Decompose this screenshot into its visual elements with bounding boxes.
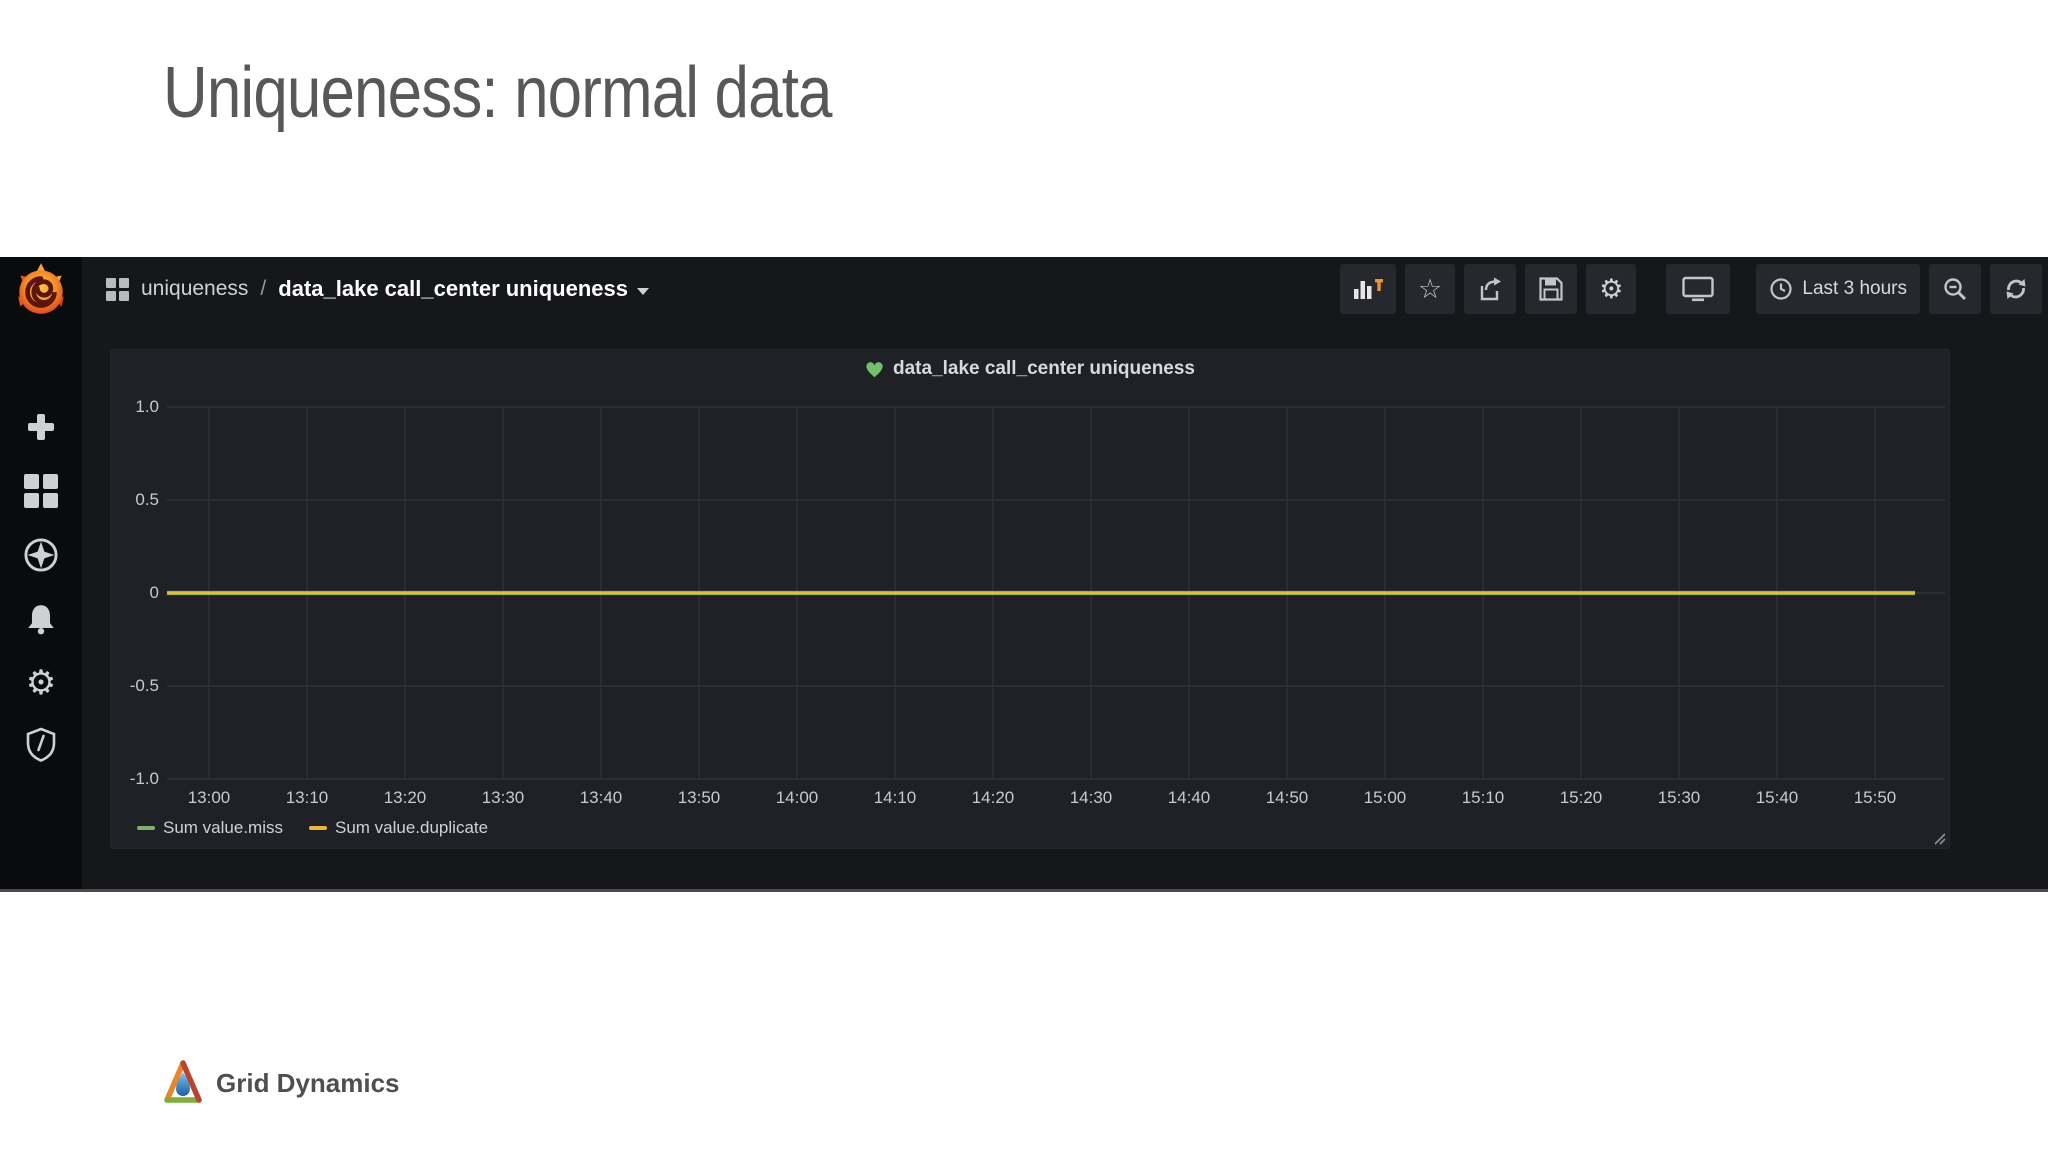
- y-tick-label: 0: [149, 583, 159, 602]
- x-tick-label: 14:20: [971, 788, 1015, 807]
- chevron-down-icon: [637, 287, 649, 295]
- grafana-dashboard: ⚙ uniqueness / data_lake call_center uni…: [0, 257, 2048, 892]
- breadcrumb-separator: /: [260, 277, 267, 300]
- zoom-out-button[interactable]: [1929, 264, 1981, 314]
- top-nav: uniqueness / data_lake call_center uniqu…: [82, 257, 2048, 321]
- slide-title: Uniqueness: normal data: [163, 53, 832, 133]
- dashboard-settings-button[interactable]: ⚙: [1586, 264, 1637, 314]
- add-panel-icon: [1353, 279, 1383, 299]
- legend: Sum value.miss Sum value.duplicate: [137, 818, 488, 838]
- x-tick-label: 15:30: [1657, 788, 1701, 807]
- time-range-picker[interactable]: Last 3 hours: [1756, 264, 1920, 314]
- sidebar-item-configuration[interactable]: ⚙: [0, 661, 82, 705]
- grid-dynamics-logo: Grid Dynamics: [160, 1058, 400, 1108]
- x-tick-label: 15:00: [1363, 788, 1407, 807]
- compass-icon: [24, 538, 58, 572]
- legend-label: Sum value.duplicate: [334, 818, 489, 837]
- timeseries-plot[interactable]: [167, 406, 1945, 780]
- sidebar-item-server-admin[interactable]: [0, 723, 82, 767]
- legend-swatch: [137, 826, 155, 830]
- shield-icon: [26, 727, 56, 762]
- breadcrumb: uniqueness / data_lake call_center uniqu…: [82, 276, 649, 302]
- x-tick-label: 14:00: [775, 788, 819, 807]
- x-tick-label: 14:30: [1069, 788, 1113, 807]
- clock-icon: [1770, 278, 1793, 300]
- x-tick-label: 14:10: [873, 788, 917, 807]
- sidebar-item-create[interactable]: [0, 405, 82, 449]
- grafana-logo-icon[interactable]: [12, 261, 70, 319]
- sidebar-item-alerting[interactable]: [0, 597, 82, 641]
- sidebar: ⚙: [0, 257, 82, 889]
- time-range-label: Last 3 hours: [1802, 278, 1907, 299]
- x-tick-label: 13:20: [383, 788, 427, 807]
- refresh-icon: [2006, 279, 2026, 299]
- add-panel-button[interactable]: [1339, 264, 1396, 314]
- y-tick-label: 1.0: [135, 397, 159, 416]
- sidebar-item-dashboards[interactable]: [0, 469, 82, 513]
- save-icon: [1539, 277, 1563, 301]
- graph-panel: data_lake call_center uniqueness Sum val…: [110, 349, 1950, 849]
- x-tick-label: 15:40: [1755, 788, 1799, 807]
- panel-header[interactable]: data_lake call_center uniqueness: [111, 358, 1949, 380]
- x-tick-label: 14:40: [1167, 788, 1211, 807]
- share-icon: [1481, 277, 1502, 301]
- x-tick-label: 13:30: [481, 788, 525, 807]
- x-tick-label: 13:40: [579, 788, 623, 807]
- gear-icon: ⚙: [1599, 273, 1624, 304]
- plus-icon: [28, 414, 54, 440]
- cycle-view-mode-button[interactable]: [1666, 264, 1731, 314]
- x-tick-label: 13:10: [285, 788, 329, 807]
- legend-item[interactable]: Sum value.miss: [137, 818, 283, 838]
- zoom-out-icon: [1944, 278, 1967, 301]
- bell-icon: [28, 605, 54, 635]
- x-tick-label: 14:50: [1265, 788, 1309, 807]
- star-button[interactable]: ☆: [1404, 264, 1456, 314]
- grid-dynamics-label: Grid Dynamics: [216, 1067, 400, 1098]
- tv-icon: [1682, 276, 1715, 302]
- sidebar-item-explore[interactable]: [0, 533, 82, 577]
- breadcrumb-folder[interactable]: uniqueness: [141, 277, 249, 300]
- x-tick-label: 13:00: [187, 788, 231, 807]
- gear-icon: ⚙: [25, 664, 57, 702]
- grid-dynamics-icon: [164, 1060, 202, 1103]
- legend-swatch: [308, 826, 327, 830]
- y-tick-label: 0.5: [135, 490, 159, 509]
- dashboards-icon: [24, 474, 58, 508]
- dashboard-grid-icon: [106, 277, 129, 301]
- y-tick-label: -0.5: [129, 676, 159, 695]
- heart-icon: [866, 361, 883, 377]
- save-button[interactable]: [1525, 264, 1578, 314]
- x-tick-label: 15:20: [1559, 788, 1603, 807]
- refresh-button[interactable]: [1990, 264, 2042, 314]
- panel-title: data_lake call_center uniqueness: [892, 358, 1196, 379]
- legend-item[interactable]: Sum value.duplicate: [308, 818, 489, 838]
- toolbar: ☆ ⚙ Last 3 hours: [1339, 264, 2042, 314]
- x-tick-label: 13:50: [677, 788, 721, 807]
- panel-resize-handle[interactable]: [1932, 831, 1946, 845]
- legend-label: Sum value.miss: [163, 818, 283, 837]
- y-tick-label: -1.0: [129, 769, 159, 788]
- x-tick-label: 15:10: [1461, 788, 1505, 807]
- share-button[interactable]: [1464, 264, 1517, 314]
- breadcrumb-dashboard-label: data_lake call_center uniqueness: [278, 276, 628, 301]
- breadcrumb-dashboard-title[interactable]: data_lake call_center uniqueness: [278, 276, 649, 302]
- star-icon: ☆: [1417, 273, 1443, 304]
- x-tick-label: 15:50: [1853, 788, 1897, 807]
